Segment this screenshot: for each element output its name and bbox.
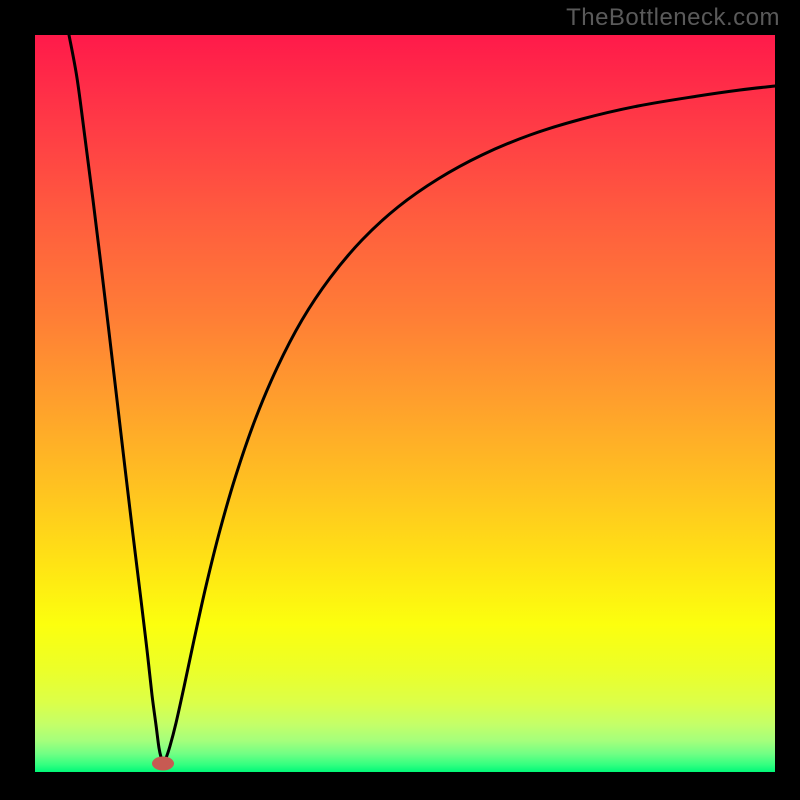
watermark-text: TheBottleneck.com — [566, 4, 780, 32]
bottleneck-plot — [0, 0, 800, 800]
plot-background — [35, 35, 775, 772]
optimum-marker — [152, 757, 174, 771]
